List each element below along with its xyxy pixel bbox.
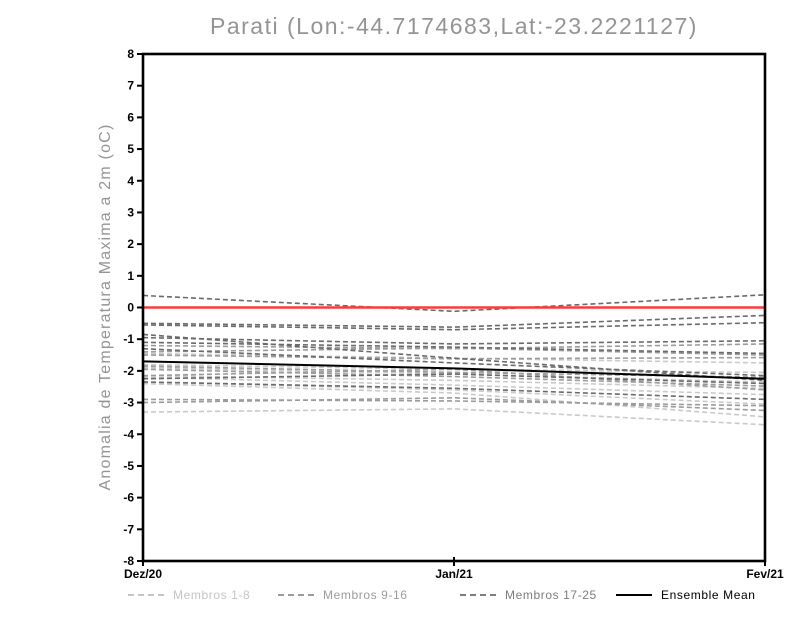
svg-text:2: 2: [127, 237, 134, 251]
svg-text:-4: -4: [123, 427, 134, 441]
svg-text:0: 0: [127, 301, 134, 315]
svg-text:-5: -5: [123, 459, 134, 473]
svg-text:-6: -6: [123, 491, 134, 505]
chart-title: Parati (Lon:-44.7174683,Lat:-23.2221127): [210, 13, 698, 39]
svg-text:5: 5: [127, 142, 134, 156]
svg-text:Jan/21: Jan/21: [435, 567, 473, 581]
svg-text:8: 8: [127, 47, 134, 61]
svg-text:6: 6: [127, 110, 134, 124]
svg-text:-1: -1: [123, 332, 134, 346]
svg-text:1: 1: [127, 269, 134, 283]
svg-text:-2: -2: [123, 364, 134, 378]
svg-text:3: 3: [127, 205, 134, 219]
svg-text:7: 7: [127, 79, 134, 93]
svg-text:Fev/21: Fev/21: [746, 567, 784, 581]
svg-text:-8: -8: [123, 554, 134, 568]
svg-text:-3: -3: [123, 396, 134, 410]
svg-text:4: 4: [127, 174, 134, 188]
svg-text:-7: -7: [123, 522, 134, 536]
svg-text:Dez/20: Dez/20: [124, 567, 162, 581]
